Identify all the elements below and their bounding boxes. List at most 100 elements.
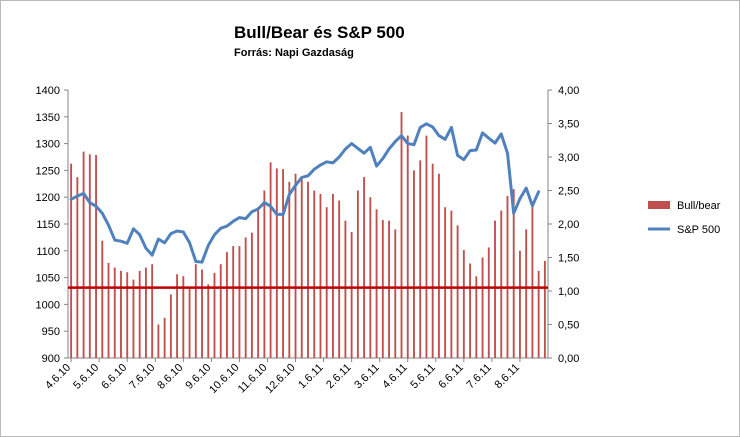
- x-axis-tick-label: 6.6.11: [436, 362, 466, 392]
- bar-bull-bear: [182, 276, 185, 358]
- bar-bull-bear: [226, 252, 228, 358]
- left-axis-tick-label: 1250: [36, 165, 60, 177]
- bar-bull-bear: [356, 190, 359, 358]
- left-axis-tick-label: 1400: [36, 85, 60, 97]
- bar-bull-bear: [194, 264, 197, 358]
- bar-bull-bear: [76, 177, 79, 358]
- chart-subtitle: Forrás: Napi Gazdaság: [234, 47, 354, 59]
- right-axis-tick-label: 2,50: [558, 186, 579, 198]
- bar-bull-bear: [344, 220, 347, 358]
- bar-bull-bear: [151, 264, 154, 358]
- bar-bull-bear: [307, 181, 309, 358]
- left-axis-tick-label: 1100: [36, 246, 60, 258]
- bar-bull-bear: [232, 246, 235, 358]
- bar-bull-bear: [537, 270, 540, 358]
- bar-bull-bear: [363, 177, 366, 358]
- bar-bull-bear: [481, 257, 484, 358]
- left-axis-tick-label: 1050: [36, 273, 60, 285]
- right-axis-tick-label: 1,00: [558, 286, 579, 298]
- x-axis-tick-label: 4.6.10: [43, 362, 73, 392]
- bar-bull-bear: [257, 207, 260, 358]
- bar-bull-bear: [207, 284, 210, 358]
- bar-bull-bear: [519, 250, 521, 358]
- x-axis-tick-label: 4.6.11: [380, 362, 410, 392]
- bar-bull-bear: [126, 272, 129, 358]
- x-axis-tick-label: 11.6.10: [236, 362, 270, 396]
- right-axis-tick-label: 0,50: [558, 320, 579, 332]
- bar-bull-bear: [176, 274, 179, 358]
- bar-bull-bear: [400, 112, 403, 358]
- bar-bull-bear: [381, 219, 384, 358]
- bar-bull-bear: [213, 272, 216, 358]
- bar-bull-bear: [543, 260, 546, 358]
- bar-bull-bear: [188, 287, 191, 358]
- bar-bull-bear: [101, 240, 104, 358]
- x-axis-tick-label: 6.6.10: [99, 362, 129, 392]
- bar-bull-bear: [512, 189, 515, 358]
- x-axis-tick-label: 5.6.10: [71, 362, 101, 392]
- x-axis-tick-label: 3.6.11: [352, 362, 382, 392]
- bar-bull-bear: [144, 267, 147, 358]
- bar-bull-bear: [201, 269, 203, 358]
- bar-bull-bear: [425, 135, 428, 358]
- legend-swatch-bull-bear: [648, 201, 670, 209]
- bar-bull-bear: [263, 190, 266, 358]
- bar-bull-bear: [431, 163, 434, 358]
- chart-title: Bull/Bear és S&P 500: [234, 23, 405, 42]
- bar-bull-bear: [219, 264, 222, 358]
- bar-bull-bear: [456, 225, 459, 358]
- bar-bull-bear: [325, 207, 328, 358]
- right-axis-tick-label: 3,50: [558, 119, 579, 131]
- bar-bull-bear: [469, 263, 472, 358]
- bar-bull-bear: [288, 181, 291, 358]
- bar-bull-bear: [113, 267, 116, 358]
- x-axis-tick-label: 5.6.11: [408, 362, 438, 392]
- bar-bull-bear: [375, 209, 378, 358]
- bar-bull-bear: [163, 317, 166, 358]
- right-axis-tick-label: 3,00: [558, 152, 579, 164]
- bar-bull-bear: [238, 246, 241, 358]
- right-axis-tick-label: 0,00: [558, 353, 579, 365]
- x-axis-tick-label: 7.6.10: [127, 362, 157, 392]
- bar-bull-bear: [88, 154, 91, 358]
- bar-bull-bear: [244, 237, 247, 358]
- x-axis-tick-label: 10.6.10: [207, 362, 241, 396]
- x-axis-tick-label: 12.6.10: [263, 362, 297, 396]
- bar-bull-bear: [531, 203, 534, 358]
- bar-bull-bear: [369, 197, 372, 358]
- bar-bull-bear: [388, 220, 390, 358]
- bar-bull-bear: [525, 229, 528, 358]
- bar-bull-bear: [487, 247, 490, 358]
- x-axis-tick-label: 7.6.11: [464, 362, 494, 392]
- right-axis-tick-label: 1,50: [558, 253, 579, 265]
- legend-label-sp500: S&P 500: [677, 224, 720, 236]
- bar-bull-bear: [269, 162, 272, 358]
- bar-bull-bear: [300, 177, 303, 358]
- bar-bull-bear: [450, 210, 453, 358]
- left-axis-tick-label: 1350: [36, 112, 60, 124]
- bar-bull-bear: [294, 173, 297, 358]
- right-axis-tick-label: 2,00: [558, 219, 579, 231]
- x-axis-tick-label: 8.6.11: [493, 362, 523, 392]
- bar-bull-bear: [500, 210, 503, 358]
- x-axis-tick-label: 2.6.11: [324, 362, 354, 392]
- line-sp500: [69, 122, 541, 264]
- bar-bull-bear: [282, 169, 284, 358]
- x-axis-tick-label: 1.6.11: [296, 362, 326, 392]
- bar-bull-bear: [132, 279, 135, 358]
- left-axis-tick-label: 1300: [36, 139, 60, 151]
- bar-bull-bear: [157, 324, 160, 358]
- bar-bull-bear: [437, 173, 440, 358]
- left-axis-tick-label: 1200: [36, 192, 60, 204]
- right-axis-tick-label: 4,00: [558, 85, 579, 97]
- left-axis-tick-label: 900: [42, 353, 60, 365]
- bar-bull-bear: [169, 294, 172, 358]
- bar-bull-bear: [70, 163, 73, 358]
- bar-bull-bear: [338, 200, 341, 358]
- bar-bull-bear: [419, 160, 422, 358]
- legend-label-bull-bear: Bull/bear: [677, 200, 721, 212]
- bar-bull-bear: [275, 168, 278, 358]
- left-axis-tick-label: 1150: [36, 219, 60, 231]
- bar-bull-bear: [494, 220, 496, 358]
